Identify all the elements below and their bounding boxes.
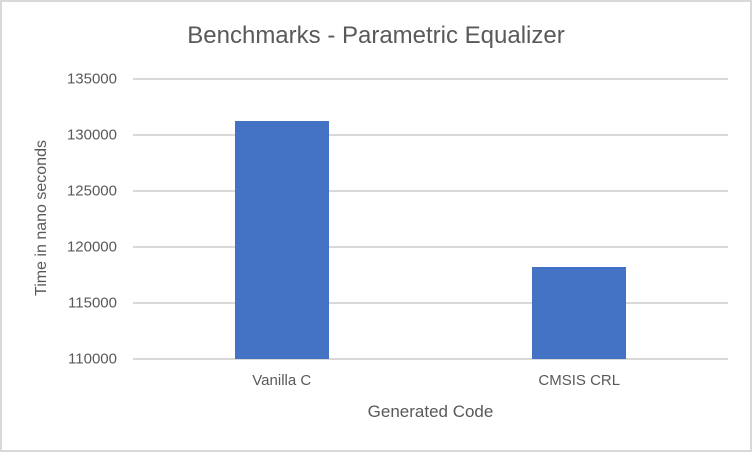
y-tick-label: 120000 (66, 238, 117, 256)
gridline (133, 358, 728, 360)
gridline (133, 302, 728, 304)
x-tick-label: CMSIS CRL (538, 372, 621, 389)
x-axis-label: Generated Code (367, 402, 494, 421)
x-tick-label: Vanilla C (252, 372, 312, 389)
gridline (133, 190, 728, 192)
y-tick-label: 125000 (66, 182, 117, 200)
y-tick-label: 115000 (68, 294, 117, 312)
y-axis-label: Time in nano seconds (33, 140, 50, 296)
bar-vanilla-c (234, 121, 329, 359)
y-tick-label: 130000 (66, 126, 117, 144)
bar-cmsis-crl (532, 267, 627, 359)
gridline (133, 246, 728, 248)
y-tick-label: 135000 (66, 70, 117, 88)
y-tick-label: 110000 (68, 350, 117, 368)
gridline (133, 78, 728, 80)
chart-title: Benchmarks - Parametric Equalizer (187, 22, 565, 49)
gridline (133, 134, 728, 136)
